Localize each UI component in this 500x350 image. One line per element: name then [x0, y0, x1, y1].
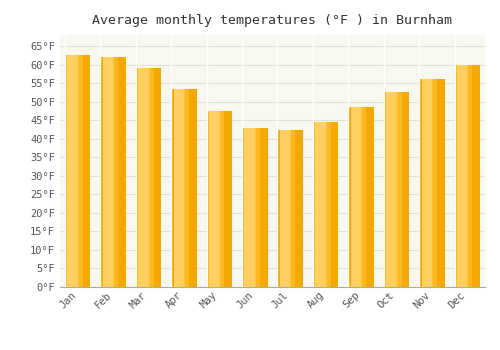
Bar	[103, 57, 115, 287]
Bar	[316, 122, 327, 287]
Bar	[244, 128, 256, 287]
Bar	[255, 128, 260, 287]
Bar	[174, 89, 185, 287]
Bar	[220, 111, 224, 287]
Title: Average monthly temperatures (°F ) in Burnham: Average monthly temperatures (°F ) in Bu…	[92, 14, 452, 27]
Bar	[422, 79, 433, 287]
Bar	[148, 68, 154, 287]
Bar	[457, 65, 468, 287]
Bar	[350, 107, 362, 287]
Bar	[326, 122, 330, 287]
Bar	[278, 130, 303, 287]
Bar	[290, 130, 296, 287]
Bar	[65, 55, 90, 287]
Bar	[113, 57, 118, 287]
Bar	[468, 65, 472, 287]
Bar	[136, 68, 162, 287]
Bar	[280, 130, 291, 287]
Bar	[242, 128, 268, 287]
Bar	[171, 89, 196, 287]
Bar	[78, 55, 83, 287]
Bar	[138, 68, 149, 287]
Bar	[348, 107, 374, 287]
Bar	[454, 65, 480, 287]
Bar	[432, 79, 437, 287]
Bar	[209, 111, 220, 287]
Bar	[361, 107, 366, 287]
Bar	[68, 55, 79, 287]
Bar	[419, 79, 444, 287]
Bar	[184, 89, 189, 287]
Bar	[384, 92, 409, 287]
Bar	[313, 122, 338, 287]
Bar	[206, 111, 232, 287]
Bar	[386, 92, 398, 287]
Bar	[100, 57, 126, 287]
Bar	[396, 92, 402, 287]
